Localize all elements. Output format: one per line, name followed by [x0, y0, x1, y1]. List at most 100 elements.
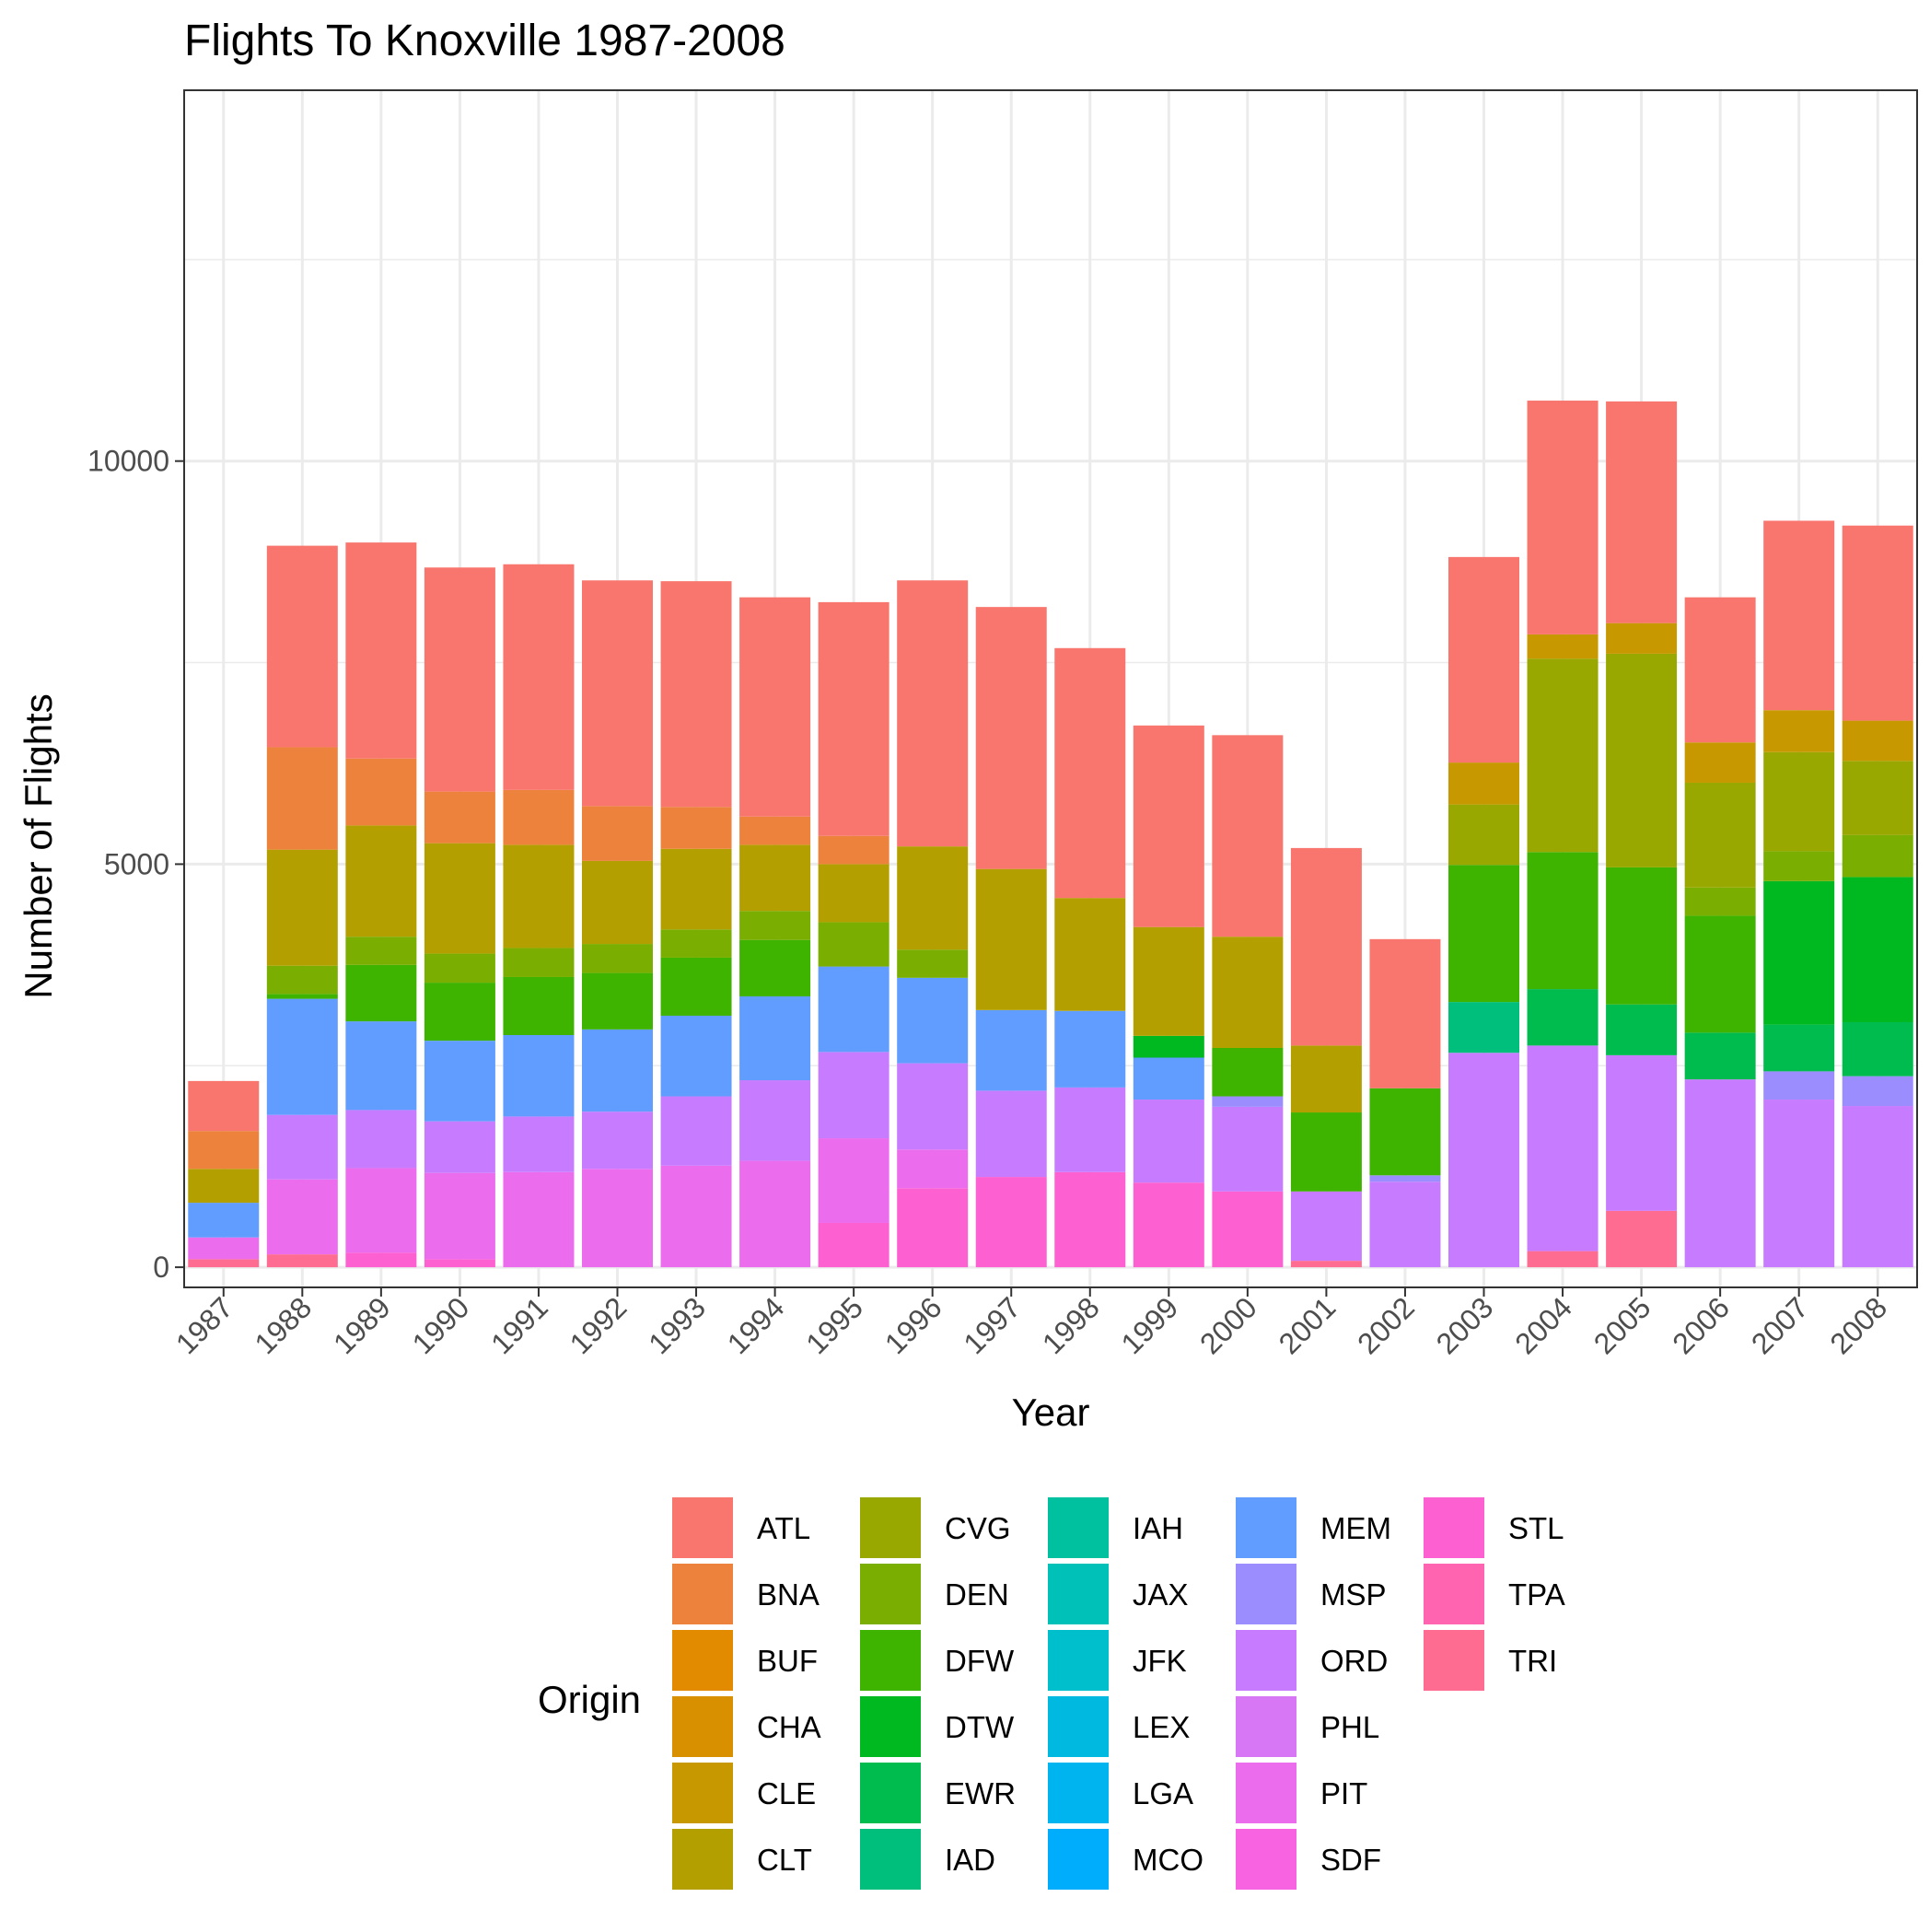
bar-segment-bna-1989 — [345, 758, 417, 826]
bar-segment-ord-2004 — [1527, 1045, 1599, 1251]
bar-segment-atl-1996 — [897, 580, 969, 847]
bar-segment-den-1996 — [897, 949, 969, 978]
bar-segment-pit-1992 — [582, 1169, 653, 1268]
bar-segment-atl-1991 — [503, 564, 575, 790]
bar-segment-cvg-2003 — [1448, 804, 1519, 866]
legend-key — [672, 1763, 733, 1823]
bar-segment-den-1989 — [345, 937, 417, 965]
bar-segment-pit-1989 — [345, 1168, 417, 1253]
legend-item-tpa: TPA — [1424, 1564, 1565, 1624]
bar-segment-atl-1999 — [1133, 725, 1204, 927]
legend-item-den: DEN — [860, 1564, 1009, 1624]
legend-label: TRI — [1508, 1644, 1557, 1678]
bar-segment-cvg-2006 — [1684, 782, 1756, 888]
legend-item-dtw: DTW — [860, 1696, 1015, 1757]
bar-segment-den-1992 — [582, 944, 653, 973]
bar-segment-bna-1995 — [818, 835, 889, 865]
plot-panel — [183, 89, 1918, 1288]
bar-segment-ord-2000 — [1212, 1106, 1284, 1192]
legend-item-pit: PIT — [1236, 1763, 1367, 1823]
bar-segment-ord-2005 — [1606, 1054, 1678, 1211]
bar-segment-atl-1993 — [660, 581, 732, 808]
legend-label: MCO — [1133, 1843, 1203, 1877]
bar-segment-atl-2000 — [1212, 735, 1284, 937]
legend-key — [1048, 1564, 1109, 1624]
bar-segment-ord-2002 — [1369, 1181, 1441, 1268]
bar-segment-cle-2004 — [1527, 634, 1599, 659]
bar-segment-msp-2000 — [1212, 1096, 1284, 1107]
bar-segment-dfw-2004 — [1527, 852, 1599, 990]
bar-segment-atl-1995 — [818, 601, 889, 836]
bar-segment-stl-2000 — [1212, 1191, 1284, 1268]
bar-segment-bna-1993 — [660, 807, 732, 849]
bar-segment-pit-1996 — [897, 1149, 969, 1189]
bar-segment-cvg-2005 — [1606, 653, 1678, 867]
bar-segment-ord-1992 — [582, 1111, 653, 1170]
bar-segment-clt-1988 — [266, 849, 338, 966]
bars — [188, 401, 1913, 1268]
bar-segment-dfw-1994 — [739, 939, 811, 996]
bar-segment-mem-1994 — [739, 995, 811, 1081]
bar-segment-cvg-2004 — [1527, 658, 1599, 853]
bar-segment-clt-2001 — [1290, 1045, 1362, 1113]
legend-key — [1236, 1497, 1296, 1558]
legend-item-iah: IAH — [1048, 1497, 1183, 1558]
bar-segment-dfw-2000 — [1212, 1048, 1284, 1097]
bar-segment-pit-1994 — [739, 1160, 811, 1268]
legend-item-jax: JAX — [1048, 1564, 1189, 1624]
bar-segment-cle-2007 — [1763, 710, 1835, 752]
bar-segment-mem-1987 — [188, 1203, 260, 1238]
bar-segment-mem-1997 — [975, 1009, 1047, 1091]
bar-segment-ord-1990 — [424, 1121, 495, 1173]
bar-segment-ord-1991 — [503, 1116, 575, 1172]
bar-segment-dfw-1989 — [345, 964, 417, 1022]
bar-segment-tri-2004 — [1527, 1251, 1599, 1268]
legend-key — [1424, 1564, 1484, 1624]
legend-item-bna: BNA — [672, 1564, 820, 1624]
bar-segment-dfw-1991 — [503, 976, 575, 1035]
legend-item-lga: LGA — [1048, 1763, 1193, 1823]
bar-segment-atl-2008 — [1842, 525, 1913, 721]
bar-segment-stl-1996 — [897, 1188, 969, 1268]
legend-label: IAH — [1133, 1511, 1183, 1545]
bar-segment-clt-1997 — [975, 868, 1047, 1010]
bar-segment-dfw-1990 — [424, 983, 495, 1042]
bar-segment-atl-1998 — [1054, 647, 1126, 899]
bar-segment-clt-1998 — [1054, 898, 1126, 1011]
bar-segment-atl-2006 — [1684, 597, 1756, 743]
legend-item-phl: PHL — [1236, 1696, 1379, 1757]
bar-segment-ord-1996 — [897, 1063, 969, 1150]
bar-segment-mem-1996 — [897, 977, 969, 1064]
bar-segment-mem-1992 — [582, 1029, 653, 1112]
bar-segment-den-2007 — [1763, 851, 1835, 881]
bar-segment-ewr-2005 — [1606, 1004, 1678, 1055]
bar-segment-clt-1991 — [503, 844, 575, 949]
legend-label: JFK — [1133, 1644, 1187, 1678]
legend-key — [1424, 1497, 1484, 1558]
legend-label: PIT — [1320, 1776, 1367, 1810]
bar-segment-atl-1997 — [975, 607, 1047, 869]
legend-label: PHL — [1320, 1710, 1379, 1744]
legend-item-msp: MSP — [1236, 1564, 1387, 1624]
bar-segment-clt-1995 — [818, 864, 889, 923]
legend-label: TPA — [1508, 1577, 1565, 1612]
bar-segment-ord-1995 — [818, 1052, 889, 1139]
legend-key — [860, 1763, 921, 1823]
bar-segment-cle-2003 — [1448, 762, 1519, 805]
legend-label: CVG — [945, 1511, 1011, 1545]
bar-segment-mem-1990 — [424, 1041, 495, 1122]
legend-key — [1236, 1763, 1296, 1823]
legend-item-sdf: SDF — [1236, 1829, 1381, 1890]
legend-label: CLE — [757, 1776, 816, 1810]
bar-segment-stl-1990 — [424, 1259, 495, 1268]
bar-segment-den-1988 — [266, 965, 338, 995]
legend-label: ATL — [757, 1511, 810, 1545]
legend-label: IAD — [945, 1843, 995, 1877]
legend-label: SDF — [1320, 1843, 1381, 1877]
legend-label: MEM — [1320, 1511, 1391, 1545]
bar-segment-den-1990 — [424, 953, 495, 983]
bar-segment-ord-1989 — [345, 1110, 417, 1169]
legend-key — [672, 1497, 733, 1558]
legend-item-lex: LEX — [1048, 1696, 1190, 1757]
y-axis-label: Number of Flights — [17, 693, 60, 998]
